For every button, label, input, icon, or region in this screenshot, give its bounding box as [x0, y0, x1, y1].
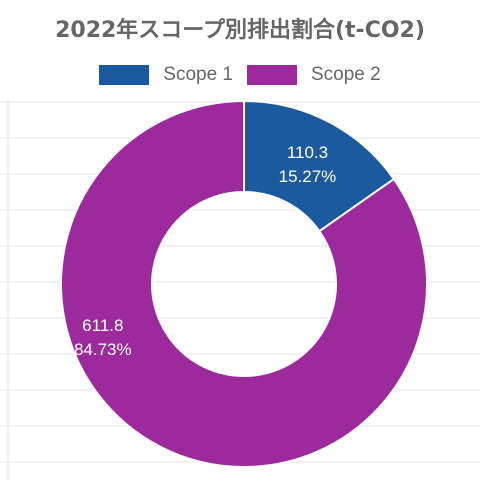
legend-swatch-scope-2: [247, 65, 297, 85]
legend-label-scope-2: Scope 2: [311, 64, 381, 85]
data-label-percent-1: 15.27%: [279, 167, 337, 186]
chart-legend: Scope 1 Scope 2: [0, 64, 480, 86]
data-label-value-1: 110.3: [287, 143, 328, 162]
legend-swatch-scope-1: [99, 65, 150, 85]
legend-item-scope-2[interactable]: Scope 2: [247, 64, 381, 86]
chart-title: 2022年スコープ別排出割合(t-CO2): [55, 18, 425, 43]
legend-label-scope-1: Scope 1: [163, 64, 233, 85]
donut-slice-scope-2[interactable]: [60, 99, 428, 468]
legend-item-scope-1[interactable]: Scope 1: [99, 64, 233, 86]
data-label-percent-2: 84.73%: [74, 340, 132, 359]
data-label-value-2: 611.8: [82, 316, 123, 335]
